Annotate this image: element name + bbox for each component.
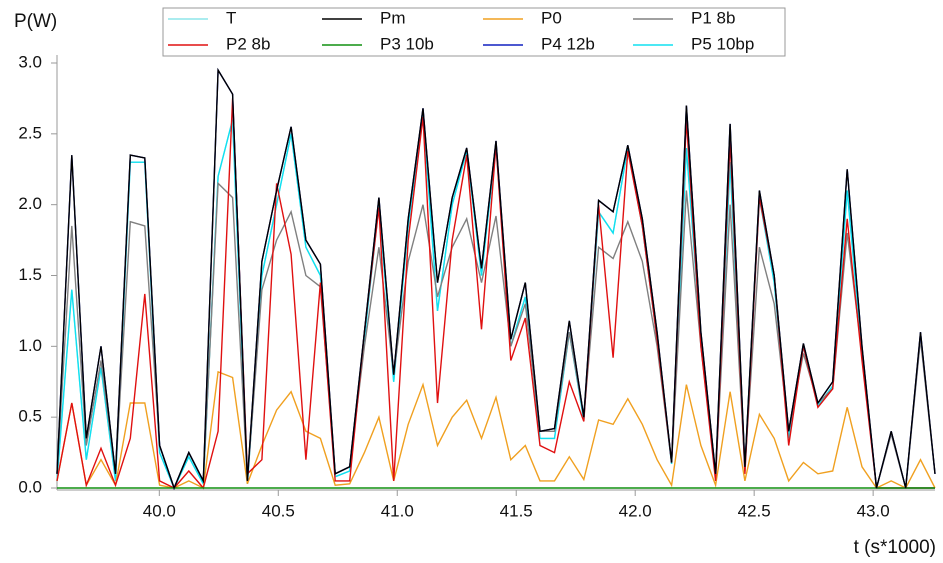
legend-label: Pm (380, 8, 406, 27)
series-line (56, 112, 935, 490)
legend-label: P1 8b (691, 8, 735, 27)
y-tick-label: 2.5 (18, 123, 42, 142)
series-line (56, 98, 935, 490)
legend-box (162, 7, 786, 57)
y-tick-label: 1.5 (18, 265, 42, 284)
legend-label: T (226, 8, 236, 27)
legend-label: P5 10bp (691, 34, 754, 53)
series-line (56, 67, 936, 490)
y-tick-label: 3.0 (18, 52, 42, 71)
legend-label: P4 12b (541, 34, 595, 53)
series-line (56, 112, 935, 490)
x-tick-label: 40.5 (262, 501, 295, 520)
y-axis-label: P(W) (14, 11, 57, 32)
x-tick-label: 40.0 (143, 501, 176, 520)
x-tick-label: 42.5 (738, 501, 771, 520)
x-axis-label: t (s*1000) (854, 537, 936, 558)
legend-label: P3 10b (380, 34, 434, 53)
series-line (56, 67, 936, 490)
y-tick-label: 0.0 (18, 477, 42, 496)
y-tick-label: 0.5 (18, 407, 42, 426)
x-tick-label: 41.5 (500, 501, 533, 520)
y-tick-label: 2.0 (18, 194, 42, 213)
y-tick-label: 1.0 (18, 336, 42, 355)
x-tick-label: 42.0 (619, 501, 652, 520)
x-tick-label: 41.0 (381, 501, 414, 520)
legend-label: P2 8b (226, 34, 270, 53)
x-tick-label: 43.0 (857, 501, 890, 520)
legend-label: P0 (541, 8, 562, 27)
series-line (56, 181, 936, 490)
